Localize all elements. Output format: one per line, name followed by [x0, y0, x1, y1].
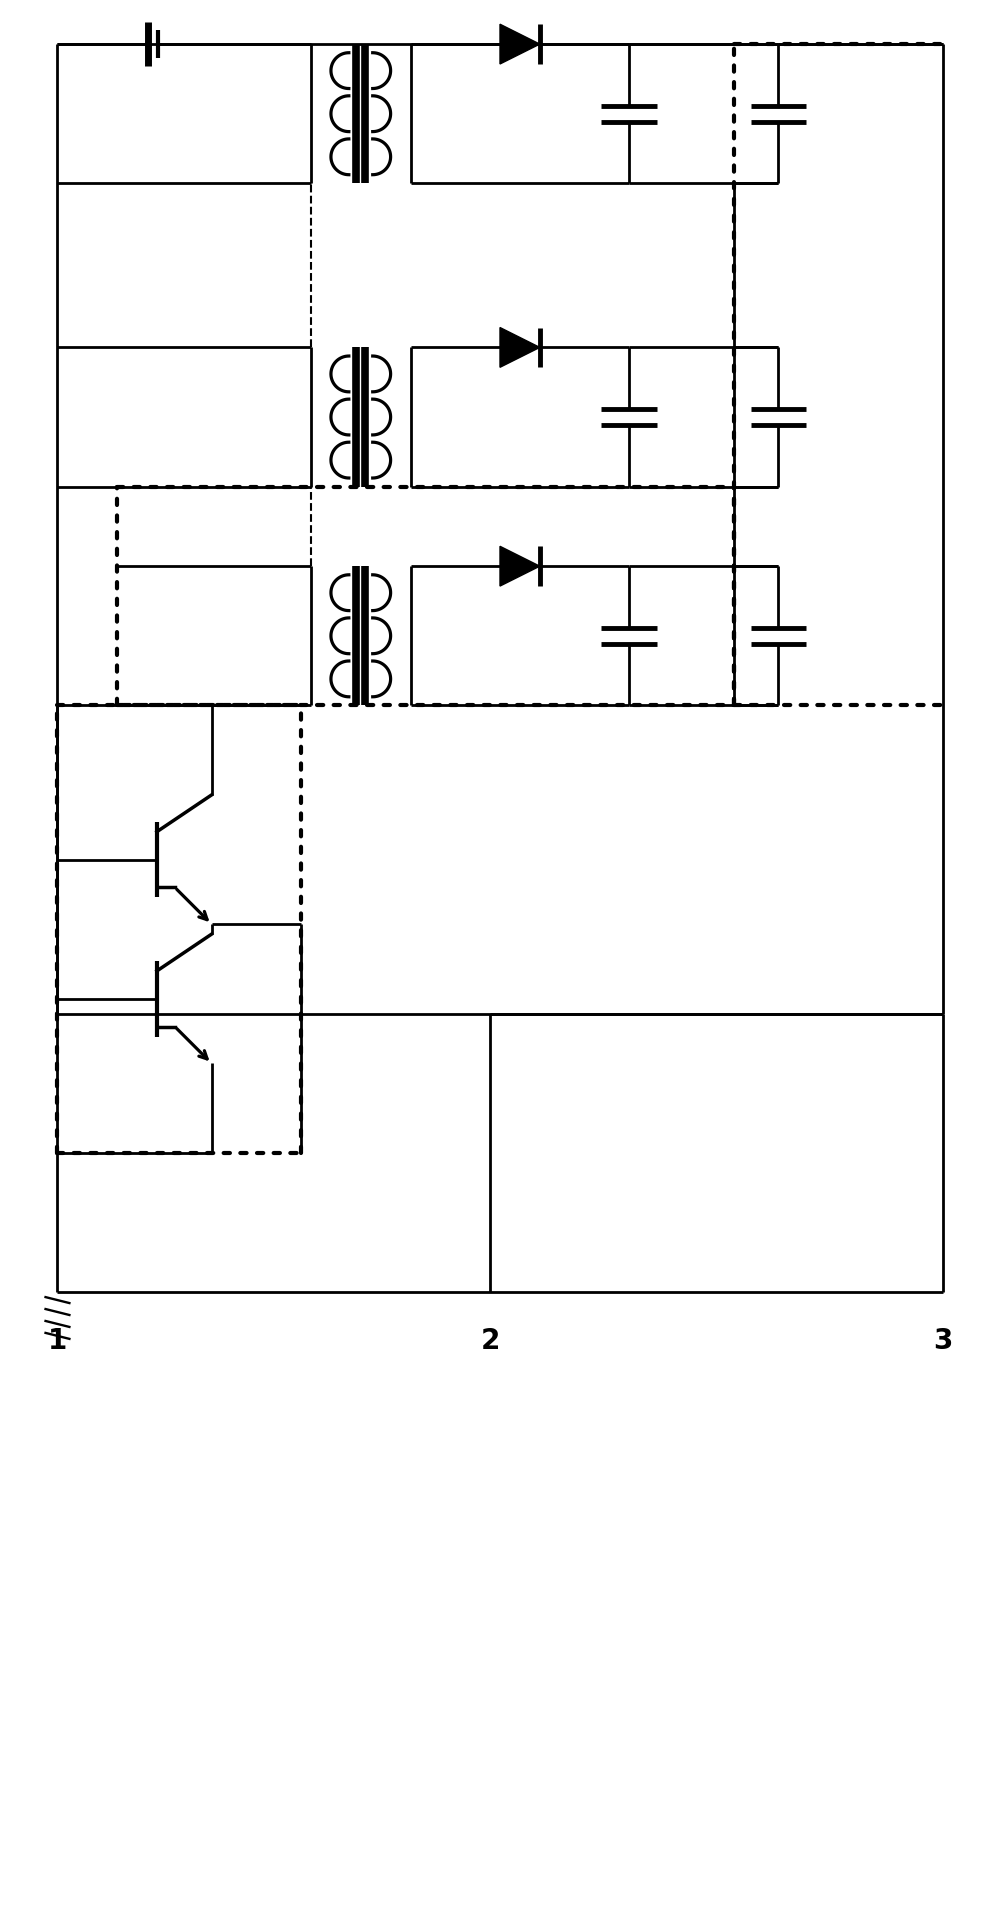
Polygon shape [500, 25, 540, 63]
Text: 3: 3 [933, 1326, 952, 1355]
Text: 2: 2 [480, 1326, 500, 1355]
Polygon shape [500, 327, 540, 367]
Text: 1: 1 [48, 1326, 67, 1355]
Polygon shape [500, 545, 540, 586]
